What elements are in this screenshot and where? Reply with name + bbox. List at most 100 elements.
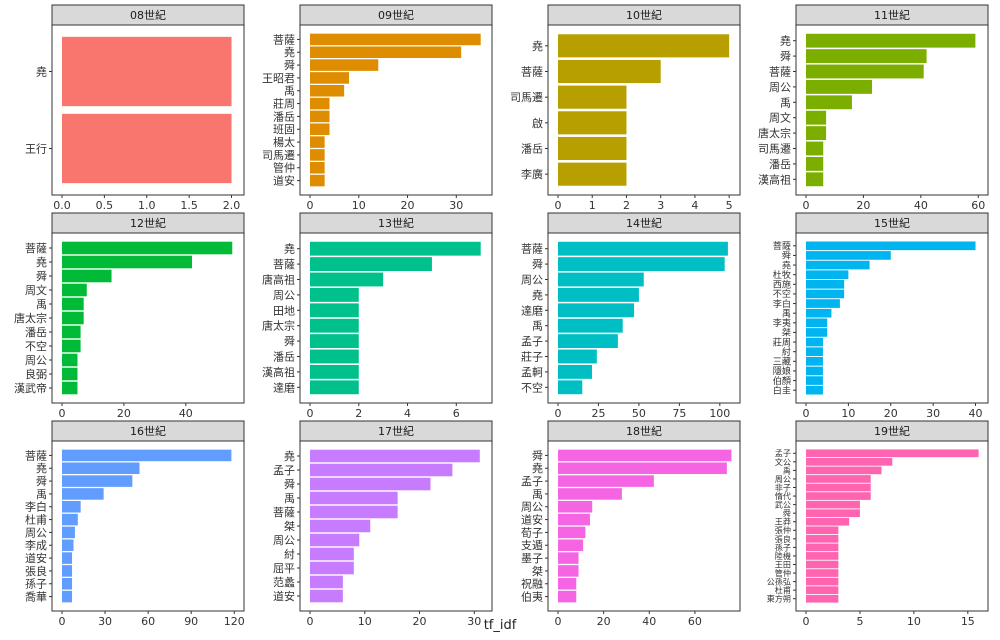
bar: [558, 475, 654, 487]
bar: [806, 308, 832, 318]
facet-title: 14世紀: [626, 217, 662, 230]
bar: [558, 488, 622, 500]
bar: [806, 279, 845, 289]
y-tick-label: 菩薩: [521, 65, 543, 78]
y-tick-label: 堯: [532, 462, 543, 475]
y-tick-label: 禹: [780, 96, 791, 109]
y-tick-label: 禹: [532, 488, 543, 501]
bar: [806, 110, 827, 125]
bar: [310, 477, 431, 491]
bar: [62, 36, 232, 107]
facet-title: 16世紀: [130, 425, 166, 438]
bar: [62, 367, 78, 381]
y-tick-label: 喬華: [25, 590, 47, 604]
bar: [806, 126, 827, 141]
y-tick-label: 伯顏: [773, 375, 791, 387]
bar: [806, 299, 840, 308]
x-tick-label: 0.5: [96, 199, 114, 212]
y-tick-label: 武公: [775, 500, 791, 510]
y-tick-label: 非子: [775, 482, 791, 492]
y-tick-label: 潘岳: [273, 350, 295, 363]
y-tick-label: 隱娘: [773, 365, 791, 377]
bar: [806, 260, 870, 270]
y-tick-label: 三藏: [773, 356, 791, 368]
bar: [558, 565, 579, 577]
x-tick-label: 60: [141, 615, 155, 628]
bar: [310, 303, 359, 318]
bar: [62, 339, 81, 353]
y-tick-label: 孟子: [521, 475, 543, 488]
y-tick-label: 范蠡: [273, 575, 295, 589]
bar: [806, 543, 839, 552]
x-tick-label: 30: [467, 615, 481, 628]
y-tick-label: 舜: [284, 58, 295, 72]
y-tick-label: 孟子: [521, 335, 543, 348]
x-tick-label: 60: [971, 199, 985, 212]
x-tick-label: 75: [672, 407, 686, 420]
y-tick-label: 周公: [273, 534, 295, 547]
bar: [806, 500, 860, 509]
bar: [806, 385, 823, 395]
x-tick-label: 0: [59, 615, 66, 628]
x-tick-label: 40: [969, 407, 983, 420]
y-tick-label: 堯: [36, 256, 47, 269]
y-tick-label: 道安: [25, 551, 47, 565]
bar: [806, 526, 839, 535]
y-tick-label: 張良: [775, 534, 791, 544]
y-tick-label: 王行: [25, 142, 47, 155]
bar: [806, 33, 976, 48]
bar: [806, 449, 979, 458]
bar: [558, 136, 627, 161]
bar: [62, 590, 73, 603]
bar: [310, 463, 453, 477]
bar: [62, 113, 232, 184]
x-tick-label: 0.0: [53, 199, 71, 212]
bar: [806, 347, 823, 357]
bar: [806, 141, 824, 156]
x-tick-label: 20: [597, 615, 611, 628]
bar: [806, 156, 824, 171]
y-tick-label: 李成: [25, 538, 47, 552]
bar: [806, 492, 871, 500]
x-tick-label: 0: [307, 407, 314, 420]
bar: [62, 565, 73, 577]
bar: [806, 517, 850, 526]
bar: [62, 353, 78, 367]
y-tick-label: 莊子: [521, 350, 543, 363]
bar: [310, 84, 345, 97]
x-tick-label: 0: [307, 199, 314, 212]
y-tick-label: 周公: [769, 81, 791, 94]
y-tick-label: 田地: [273, 304, 295, 317]
y-tick-label: 王田: [775, 559, 791, 569]
bar: [62, 449, 232, 462]
y-tick-label: 禹: [783, 465, 791, 475]
bar: [310, 533, 360, 547]
bar: [558, 552, 579, 564]
bar: [806, 569, 839, 577]
y-tick-label: 達磨: [521, 304, 543, 317]
y-tick-label: 漢高祖: [262, 365, 295, 379]
bar: [310, 59, 379, 71]
y-tick-label: 管仲: [775, 568, 791, 578]
x-tick-label: 4: [691, 199, 698, 212]
x-tick-label: 6: [453, 407, 460, 420]
facet-title: 11世紀: [874, 9, 910, 22]
facet-title: 09世紀: [378, 9, 414, 22]
bar: [806, 560, 839, 569]
x-tick-label: 30: [926, 407, 940, 420]
y-tick-label: 菩薩: [521, 243, 543, 256]
bar: [806, 475, 871, 483]
x-tick-label: 4: [404, 407, 411, 420]
y-tick-label: 孟軻: [521, 366, 543, 379]
bar: [806, 241, 976, 251]
bar: [62, 297, 84, 311]
bar: [806, 534, 839, 543]
x-tick-label: 1.0: [138, 199, 156, 212]
bar: [62, 283, 87, 297]
y-tick-label: 良弼: [25, 367, 47, 381]
bar: [558, 34, 730, 58]
